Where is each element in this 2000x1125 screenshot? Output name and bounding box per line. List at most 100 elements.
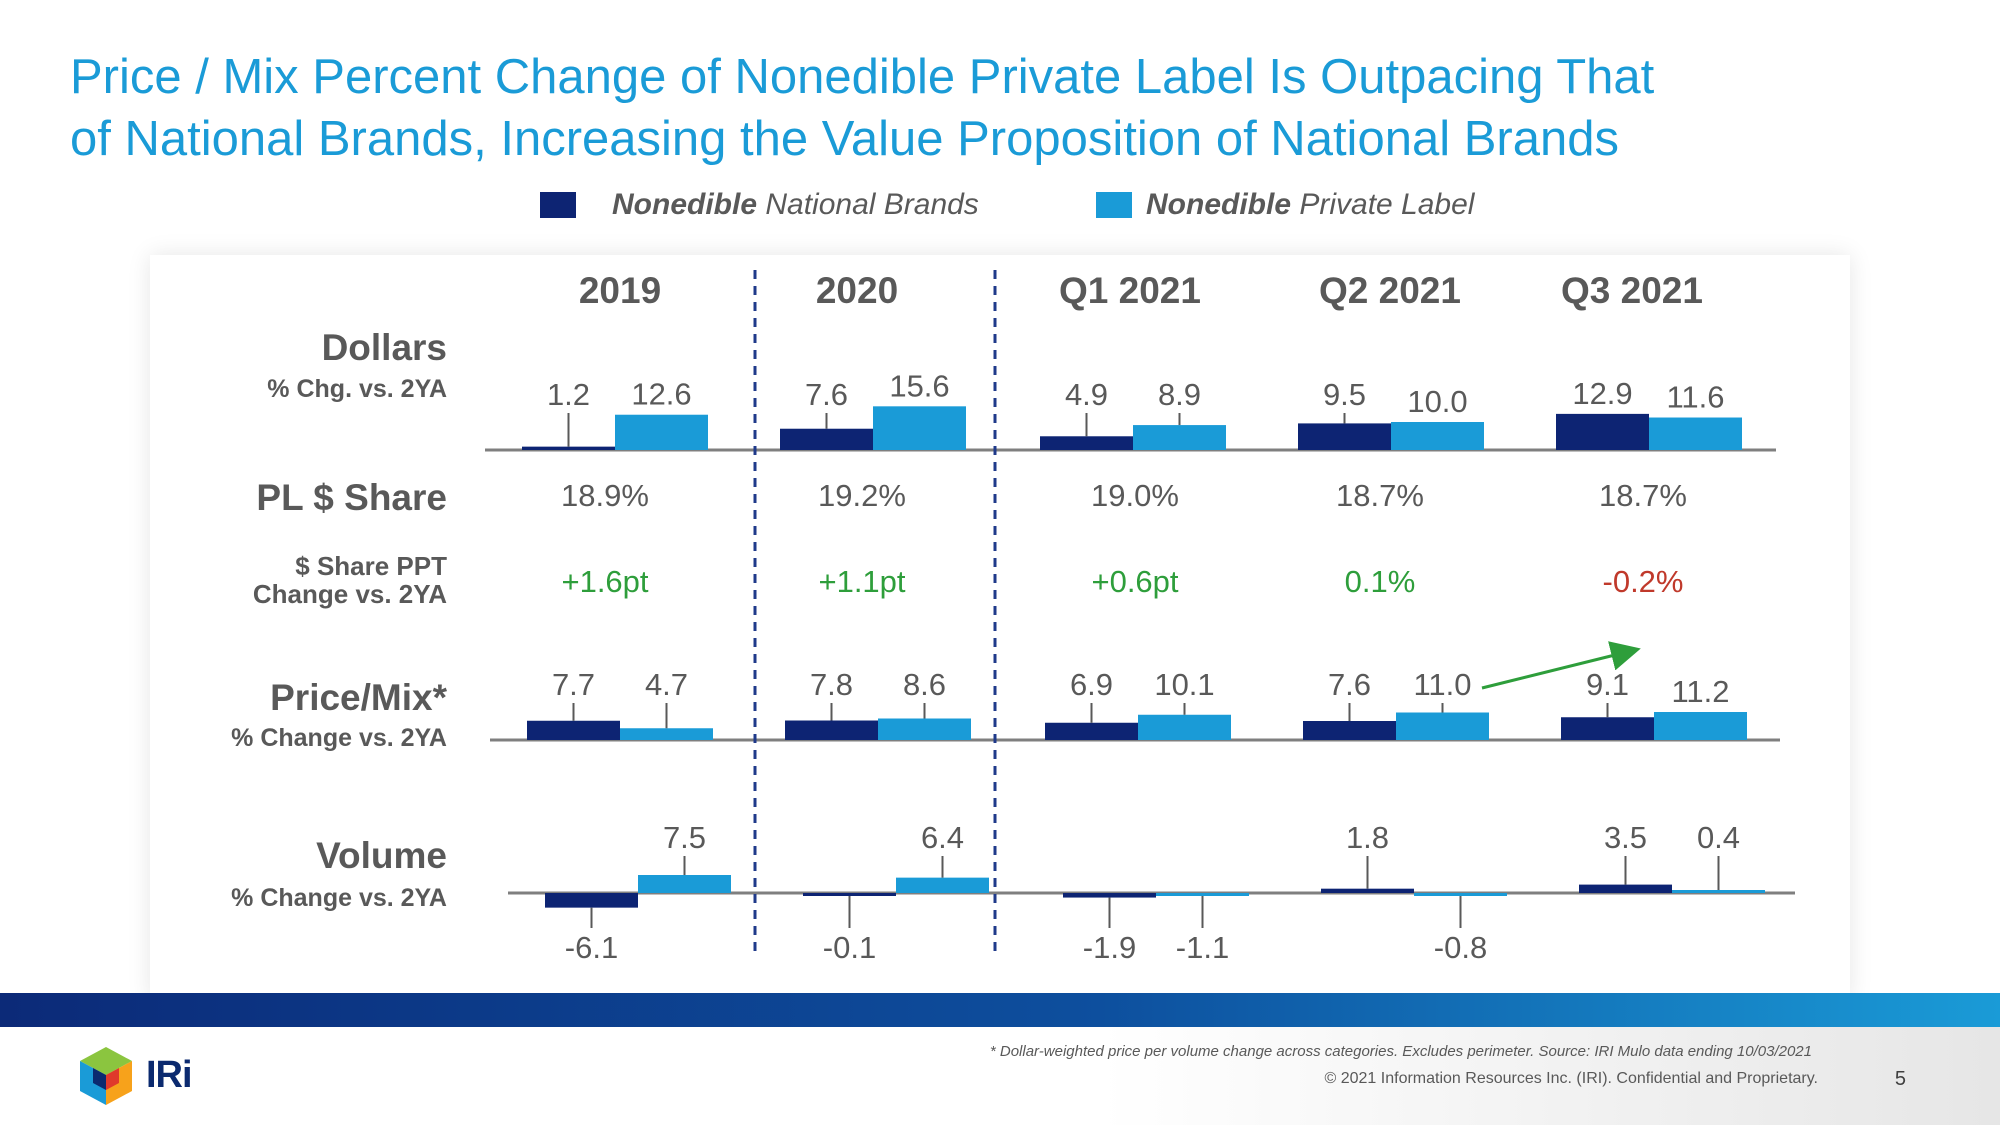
bar-volume-private-0 [638, 875, 731, 893]
category-label-2: Q1 2021 [1059, 270, 1201, 311]
page-number: 5 [1894, 1068, 1906, 1090]
bar-dollars-national-2 [1040, 436, 1133, 450]
pl-share-value-0: 18.9% [561, 478, 649, 513]
trend-arrow [1481, 641, 1641, 690]
legend-label-national-rest: National Brands [757, 188, 979, 221]
row-label-dollars: Dollars [322, 327, 447, 368]
data-label-dollars-private-0: 12.6 [631, 377, 691, 412]
bar-dollars-national-4 [1556, 413, 1649, 450]
share-change-value-2: +0.6pt [1091, 564, 1178, 599]
bar-price_mix-national-1 [785, 720, 878, 740]
category-label-4: Q3 2021 [1561, 270, 1703, 311]
data-label-dollars-national-1: 7.6 [805, 377, 848, 412]
bar-dollars-private-1 [873, 406, 966, 450]
bar-dollars-private-0 [615, 414, 708, 450]
bar-dollars-national-1 [780, 428, 873, 450]
data-label-dollars-private-3: 10.0 [1407, 384, 1467, 419]
legend-swatch-private [1096, 192, 1132, 218]
bar-price_mix-private-3 [1396, 712, 1489, 740]
iri-logo-text: IRi [146, 1054, 193, 1096]
data-label-volume-private-2: -1.1 [1176, 930, 1229, 965]
title-line-2: of National Brands, Increasing the Value… [70, 112, 1619, 166]
footer-area [0, 1027, 2000, 1125]
row-sublabel-price_mix: % Change vs. 2YA [231, 724, 447, 752]
data-label-dollars-private-4: 11.6 [1666, 380, 1724, 415]
share-change-value-1: +1.1pt [818, 564, 905, 599]
bar-price_mix-national-2 [1045, 722, 1138, 740]
legend-label-private-rest: Private Label [1291, 188, 1475, 221]
footnote: * Dollar-weighted price per volume chang… [989, 1043, 1812, 1060]
bar-volume-private-3 [1414, 893, 1507, 896]
bar-volume-private-2 [1156, 893, 1249, 896]
data-label-volume-national-1: -0.1 [823, 930, 876, 965]
row-label-pl-share: PL $ Share [256, 477, 447, 518]
data-label-dollars-national-4: 12.9 [1572, 376, 1632, 411]
bar-volume-national-1 [803, 893, 896, 896]
bar-price_mix-private-2 [1138, 714, 1231, 740]
bar-volume-private-4 [1672, 890, 1765, 893]
data-label-volume-national-0: -6.1 [565, 930, 618, 965]
data-label-price_mix-private-4: 11.2 [1671, 674, 1729, 709]
data-label-volume-private-1: 6.4 [921, 820, 964, 855]
pl-share-value-3: 18.7% [1336, 478, 1424, 513]
legend-label-national: Nonedible National Brands [612, 188, 979, 222]
chart-panel [150, 255, 1850, 1000]
bar-price_mix-private-4 [1654, 712, 1747, 740]
data-label-volume-national-2: -1.9 [1083, 930, 1136, 965]
data-label-price_mix-private-1: 8.6 [903, 667, 946, 702]
category-label-0: 2019 [579, 270, 661, 311]
data-label-volume-national-4: 3.5 [1604, 820, 1647, 855]
data-label-dollars-national-3: 9.5 [1323, 377, 1366, 412]
data-label-volume-private-0: 7.5 [663, 820, 706, 855]
data-label-dollars-private-1: 15.6 [889, 368, 949, 403]
footer-banner [0, 993, 2000, 1027]
data-label-dollars-national-2: 4.9 [1065, 377, 1108, 412]
pl-share-value-2: 19.0% [1091, 478, 1179, 513]
data-label-volume-private-3: -0.8 [1434, 930, 1487, 965]
bar-dollars-private-4 [1649, 417, 1742, 450]
data-label-price_mix-national-0: 7.7 [552, 667, 595, 702]
bar-volume-national-0 [545, 893, 638, 908]
bar-volume-national-2 [1063, 893, 1156, 898]
row-sublabel-dollars: % Chg. vs. 2YA [267, 375, 447, 403]
data-label-price_mix-private-3: 11.0 [1413, 667, 1471, 702]
iri-logo-icon [80, 1047, 132, 1105]
bar-price_mix-national-3 [1303, 721, 1396, 740]
category-label-3: Q2 2021 [1319, 270, 1461, 311]
share-change-value-3: 0.1% [1345, 564, 1416, 599]
copyright: © 2021 Information Resources Inc. (IRI).… [1324, 1070, 1819, 1087]
data-label-price_mix-private-0: 4.7 [645, 667, 688, 702]
data-label-dollars-national-0: 1.2 [547, 377, 590, 412]
bar-chart: 2019 2020 Q1 2021 Q2 2021 Q3 2021 Dollars % Ch… [231, 270, 1795, 965]
legend-label-private-bold: Nonedible [1146, 188, 1292, 221]
bar-volume-national-3 [1321, 888, 1414, 893]
row-label-share-change-2: Change vs. 2YA [253, 579, 447, 609]
share-change-value-4: -0.2% [1603, 564, 1684, 599]
legend-label-national-bold: Nonedible [612, 188, 758, 221]
bar-volume-private-1 [896, 877, 989, 893]
bar-dollars-private-3 [1391, 422, 1484, 450]
data-label-price_mix-national-1: 7.8 [810, 667, 853, 702]
bar-volume-national-4 [1579, 884, 1672, 893]
data-label-price_mix-private-2: 10.1 [1154, 667, 1214, 702]
data-label-volume-private-4: 0.4 [1697, 820, 1740, 855]
data-label-dollars-private-2: 8.9 [1158, 377, 1201, 412]
bar-dollars-national-0 [522, 446, 615, 450]
slide-title: Price / Mix Percent Change of Nonedible … [70, 46, 1930, 170]
data-label-price_mix-national-2: 6.9 [1070, 667, 1113, 702]
bar-price_mix-private-1 [878, 718, 971, 740]
pl-share-value-4: 18.7% [1599, 478, 1687, 513]
data-label-volume-national-3: 1.8 [1346, 820, 1389, 855]
title-line-1: Price / Mix Percent Change of Nonedible … [70, 50, 1655, 104]
row-label-share-change-1: $ Share PPT [295, 551, 447, 581]
data-label-price_mix-national-3: 7.6 [1328, 667, 1371, 702]
pl-share-value-1: 19.2% [818, 478, 906, 513]
share-change-value-0: +1.6pt [561, 564, 648, 599]
legend-label-private: Nonedible Private Label [1146, 188, 1474, 222]
bar-price_mix-private-0 [620, 728, 713, 740]
bar-price_mix-national-4 [1561, 717, 1654, 740]
bar-price_mix-national-0 [527, 720, 620, 740]
row-sublabel-volume: % Change vs. 2YA [231, 884, 447, 912]
bar-dollars-private-2 [1133, 425, 1226, 450]
row-label-volume: Volume [316, 835, 447, 876]
